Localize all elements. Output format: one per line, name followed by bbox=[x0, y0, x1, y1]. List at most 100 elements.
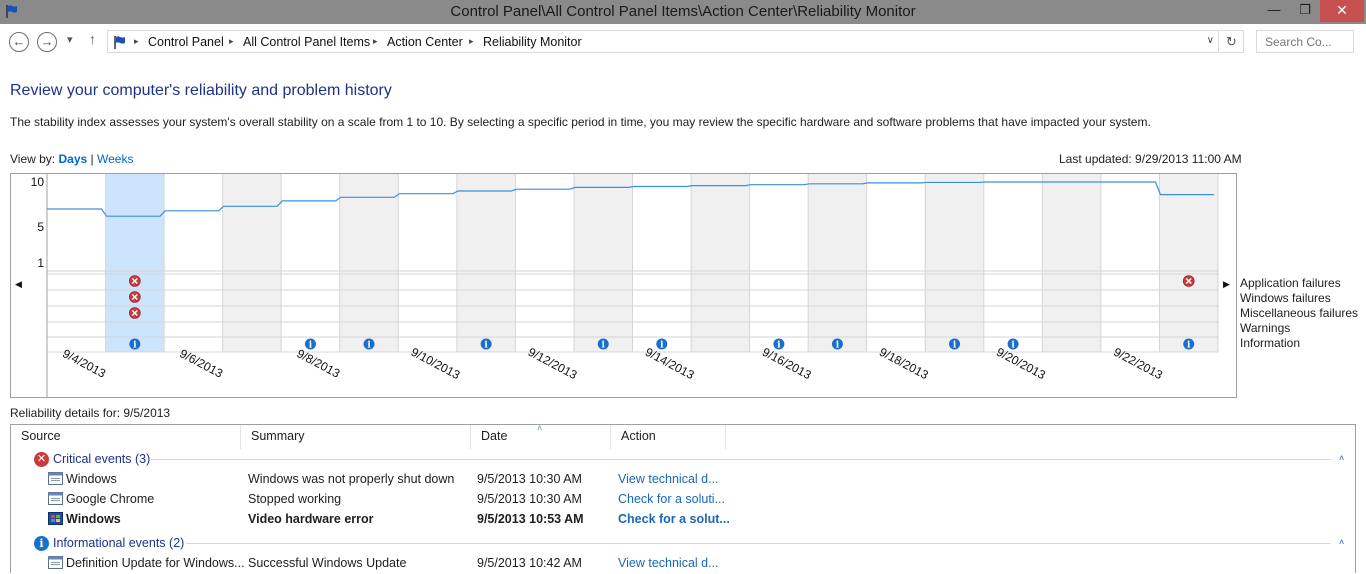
chart-column bbox=[749, 174, 809, 352]
row-action-link[interactable]: Check for a solut... bbox=[618, 512, 730, 526]
breadcrumb-separator-icon[interactable]: ▸ bbox=[373, 36, 378, 46]
breadcrumb-action-center[interactable]: Action Center bbox=[387, 35, 463, 49]
column-action[interactable]: Action bbox=[611, 425, 726, 449]
error-icon: ✕ bbox=[34, 452, 49, 467]
window-icon bbox=[48, 492, 63, 505]
action-center-flag-icon bbox=[114, 36, 125, 49]
breadcrumb-separator-icon[interactable]: ▸ bbox=[229, 36, 234, 46]
row-date: 9/5/2013 10:30 AM bbox=[477, 492, 582, 506]
table-row[interactable]: Windows Video hardware error 9/5/2013 10… bbox=[11, 510, 1356, 530]
table-row[interactable]: Windows Windows was not properly shut do… bbox=[11, 470, 1356, 490]
column-date[interactable]: Date bbox=[471, 425, 611, 449]
row-source: Google Chrome bbox=[66, 492, 155, 506]
info-marker-glyph: i bbox=[484, 341, 488, 351]
table-row[interactable]: Google Chrome Stopped working 9/5/2013 1… bbox=[11, 490, 1356, 510]
info-marker-icon bbox=[1007, 338, 1019, 350]
reliability-chart[interactable]: 10 5 1 i i i i i i i i i i i 9/4/2013 9/6/2013 9/8/2013 9… bbox=[10, 173, 1237, 398]
chart-column bbox=[866, 174, 926, 352]
column-source[interactable]: Source bbox=[11, 425, 241, 449]
up-arrow-icon[interactable]: ↑ bbox=[89, 31, 96, 47]
collapse-icon[interactable]: ˄ bbox=[1339, 537, 1345, 547]
error-marker-glyph bbox=[1185, 277, 1192, 285]
window-title: Control Panel\All Control Panel Items\Ac… bbox=[450, 3, 916, 20]
info-marker-icon bbox=[656, 338, 668, 350]
address-dropdown-icon[interactable]: ∨ bbox=[1206, 35, 1214, 46]
info-marker-glyph: i bbox=[777, 341, 781, 351]
maximize-button[interactable]: ❐ bbox=[1299, 2, 1311, 17]
last-updated: Last updated: 9/29/2013 11:00 AM bbox=[1059, 152, 1242, 166]
chart-column bbox=[222, 174, 282, 352]
group-label: Critical events (3) bbox=[53, 452, 151, 466]
details-header: Reliability details for: 9/5/2013 bbox=[10, 406, 171, 420]
info-marker-glyph: i bbox=[602, 341, 606, 351]
chart-column bbox=[983, 174, 1043, 352]
row-action-link[interactable]: View technical d... bbox=[618, 472, 719, 486]
chart-column bbox=[398, 174, 457, 352]
info-marker-icon bbox=[129, 338, 141, 350]
refresh-icon[interactable]: ↻ bbox=[1220, 30, 1244, 53]
navigation-bar: ← → ▾ ↑ ▸ Control Panel ▸ All Control Pa… bbox=[0, 24, 1366, 58]
chart-column bbox=[1159, 174, 1218, 352]
chevron-down-icon[interactable]: ▾ bbox=[67, 34, 73, 46]
forward-arrow-icon[interactable]: → bbox=[37, 32, 57, 52]
row-source: Definition Update for Windows... bbox=[66, 556, 245, 570]
row-action-link[interactable]: Check for a soluti... bbox=[618, 492, 725, 506]
y-tick-label: 5 bbox=[37, 220, 44, 234]
chart-column bbox=[925, 174, 984, 352]
legend-windows-failures: Windows failures bbox=[1240, 291, 1331, 305]
chart-column bbox=[105, 174, 165, 352]
view-separator: | bbox=[90, 152, 94, 166]
page-description: The stability index assesses your system… bbox=[10, 115, 1151, 129]
info-marker-glyph: i bbox=[367, 341, 371, 351]
info-marker-icon bbox=[597, 338, 609, 350]
group-divider bbox=[186, 543, 1331, 544]
collapse-icon[interactable]: ˄ bbox=[1339, 453, 1345, 463]
view-weeks-link[interactable]: Weeks bbox=[96, 152, 134, 166]
page-title: Review your computer's reliability and p… bbox=[10, 82, 392, 99]
chart-legend: Application failures Windows failures Mi… bbox=[1240, 276, 1358, 351]
row-date: 9/5/2013 10:30 AM bbox=[477, 472, 582, 486]
info-marker-glyph: i bbox=[309, 341, 313, 351]
y-tick-label: 10 bbox=[31, 175, 45, 189]
table-row[interactable]: Definition Update for Windows... Success… bbox=[11, 554, 1356, 574]
chart-column bbox=[339, 174, 399, 352]
stability-index-line bbox=[47, 181, 1214, 217]
info-marker-icon bbox=[773, 338, 785, 350]
minimize-button[interactable]: — bbox=[1267, 2, 1281, 17]
legend-misc-failures: Miscellaneous failures bbox=[1240, 306, 1359, 320]
breadcrumb-separator-icon: ▸ bbox=[134, 36, 139, 46]
close-button[interactable]: ✕ bbox=[1320, 0, 1364, 22]
sort-ascending-icon: ˄ bbox=[537, 423, 543, 433]
chart-column bbox=[691, 174, 750, 352]
scroll-right-icon[interactable]: ▶ bbox=[1223, 279, 1230, 289]
info-marker-icon bbox=[363, 338, 375, 350]
row-action-link[interactable]: View technical d... bbox=[618, 556, 719, 570]
view-days-link[interactable]: Days bbox=[58, 152, 88, 166]
row-summary: Windows was not properly shut down bbox=[248, 472, 455, 486]
search-input[interactable]: Search Co... bbox=[1256, 30, 1354, 53]
address-bar[interactable]: ▸ Control Panel ▸ All Control Panel Item… bbox=[107, 30, 1219, 53]
info-marker-icon bbox=[949, 338, 961, 350]
breadcrumb-separator-icon[interactable]: ▸ bbox=[469, 36, 474, 46]
scroll-left-icon[interactable]: ◀ bbox=[15, 279, 22, 289]
info-marker-glyph: i bbox=[1011, 341, 1015, 351]
breadcrumb-reliability-monitor[interactable]: Reliability Monitor bbox=[483, 35, 582, 49]
window-icon bbox=[48, 556, 63, 569]
error-marker-glyph bbox=[131, 309, 138, 317]
row-source: Windows bbox=[66, 472, 117, 486]
row-summary: Stopped working bbox=[248, 492, 342, 506]
view-by-label: View by: bbox=[10, 152, 56, 166]
title-bar: Control Panel\All Control Panel Items\Ac… bbox=[0, 0, 1366, 24]
chart-column bbox=[808, 174, 867, 352]
error-marker-glyph bbox=[131, 277, 138, 285]
window-icon bbox=[48, 472, 63, 485]
column-summary[interactable]: Summary bbox=[241, 425, 471, 449]
legend-warnings: Warnings bbox=[1240, 321, 1291, 335]
breadcrumb-all-items[interactable]: All Control Panel Items bbox=[243, 35, 371, 49]
breadcrumb-control-panel[interactable]: Control Panel bbox=[148, 35, 224, 49]
chart-column bbox=[1042, 174, 1101, 352]
back-arrow-icon[interactable]: ← bbox=[9, 32, 29, 52]
row-summary: Video hardware error bbox=[248, 512, 374, 526]
group-divider bbox=[151, 459, 1331, 460]
